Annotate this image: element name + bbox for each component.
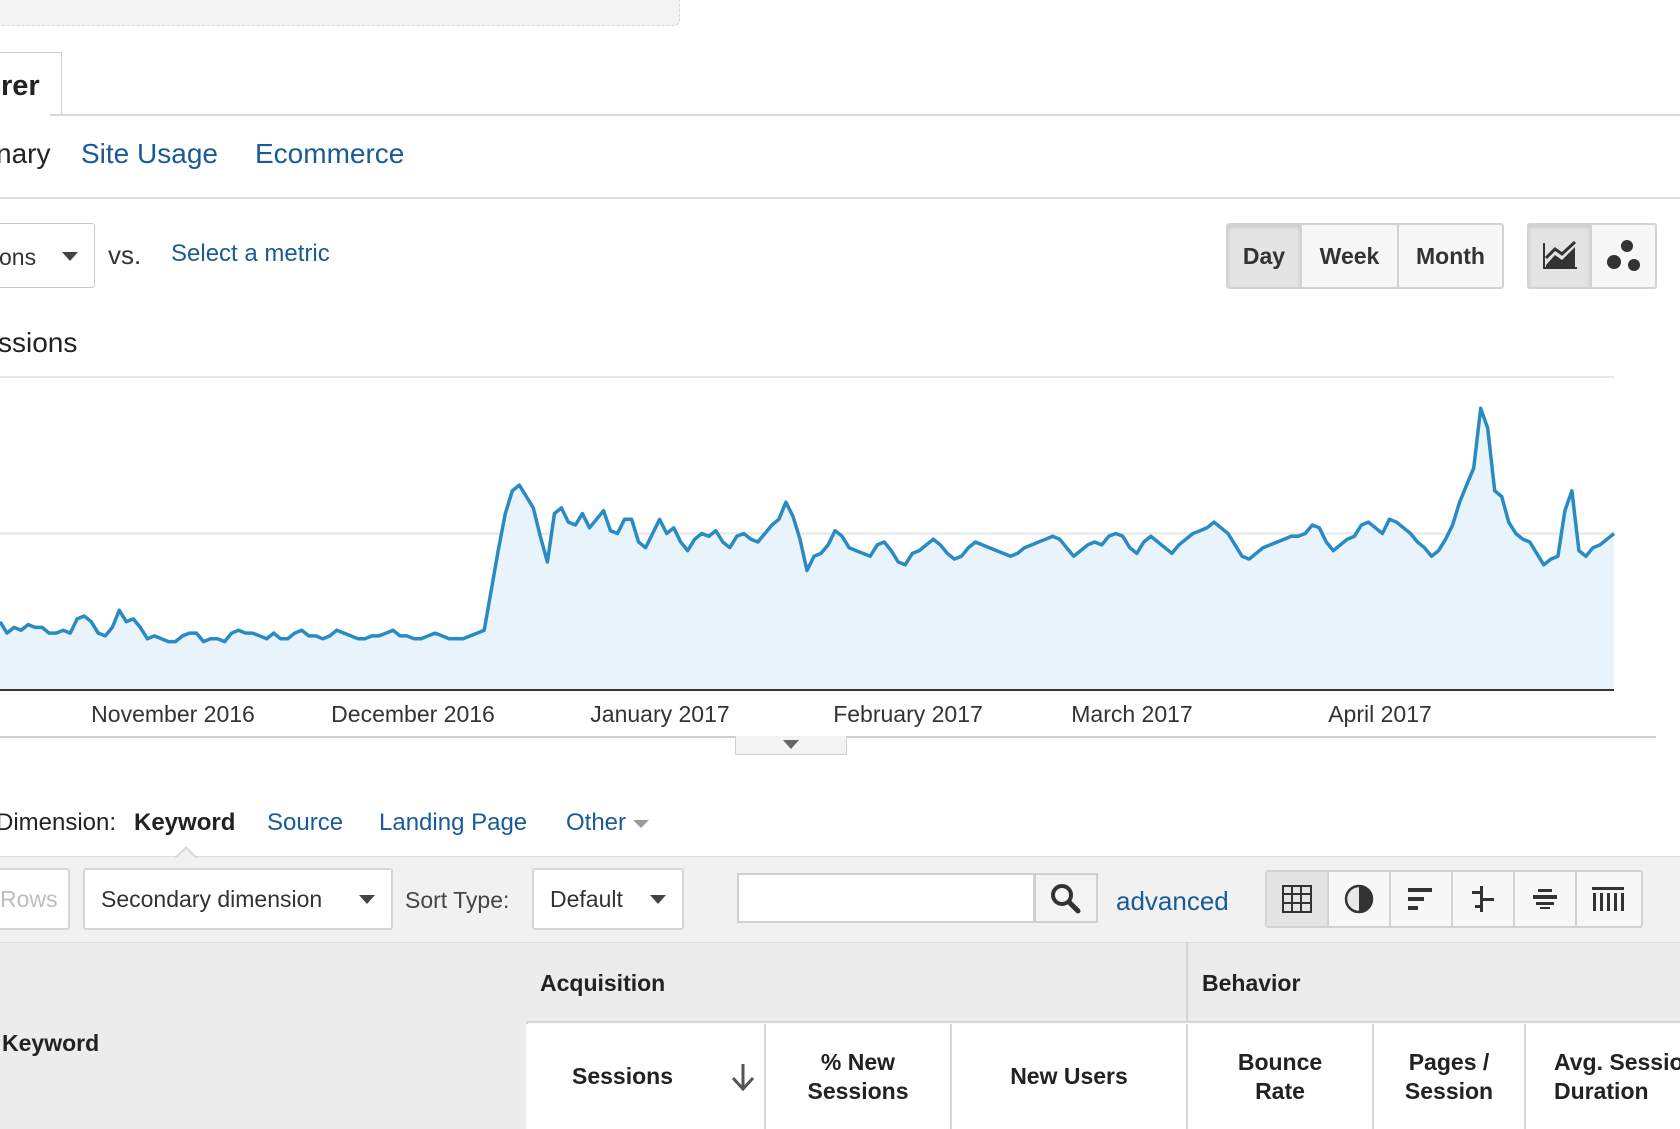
dimension-other[interactable]: Other	[566, 809, 649, 837]
pivot-view-icon	[1592, 887, 1624, 911]
advanced-filter-link[interactable]: advanced	[1116, 886, 1229, 916]
behavior-group-header: Behavior	[1188, 943, 1680, 1023]
comparison-view-icon	[1472, 886, 1494, 912]
day-button[interactable]: Day	[1228, 225, 1302, 287]
sessions-column-label: Sessions	[572, 1063, 673, 1089]
keyword-header-cell	[0, 943, 528, 1129]
metric-dropdown-value: ons	[0, 244, 37, 270]
chevron-down-icon	[650, 895, 666, 904]
motion-chart-icon	[1606, 240, 1640, 271]
subtab-divider	[0, 197, 1680, 199]
sessions-column-header[interactable]: Sessions	[526, 1024, 766, 1129]
tab-divider	[50, 114, 1680, 116]
tab-label: rer	[1, 70, 40, 102]
sessions-line	[0, 406, 1616, 644]
pie-view-button[interactable]	[1329, 872, 1391, 926]
sessions-chart: November 2016 December 2016 January 2017 Fe…	[0, 376, 1616, 727]
acquisition-group-header: Acquisition	[526, 943, 1188, 1023]
week-button[interactable]: Week	[1302, 225, 1399, 287]
select-metric-link[interactable]: Select a metric	[171, 240, 330, 267]
sessions-area	[0, 408, 1614, 690]
performance-view-button[interactable]	[1391, 872, 1453, 926]
sort-descending-icon[interactable]	[730, 1062, 756, 1092]
subtab-site-usage[interactable]: Site Usage	[81, 138, 218, 169]
chevron-down-icon	[62, 252, 78, 261]
pivot-view-button[interactable]	[1577, 872, 1639, 926]
dimension-keyword[interactable]: Keyword	[134, 809, 236, 836]
dimension-source[interactable]: Source	[267, 809, 344, 836]
new-sessions-column-header[interactable]: % New Sessions	[766, 1024, 952, 1129]
subtab-summary[interactable]: nary	[0, 138, 51, 169]
secondary-dimension-dropdown[interactable]: Secondary dimension	[83, 868, 393, 930]
avg-session-duration-column-header[interactable]: Avg. Session Duration	[1526, 1024, 1680, 1129]
bounce-rate-column-header[interactable]: Bounce Rate	[1188, 1024, 1374, 1129]
line-chart-icon	[1542, 240, 1577, 269]
vs-label: vs.	[108, 240, 142, 270]
search-icon	[1051, 884, 1081, 914]
pie-view-icon	[1344, 884, 1374, 914]
x-tick-label: February 2017	[833, 701, 983, 727]
primary-dimension-label: Dimension:	[0, 809, 117, 836]
dimension-other-label: Other	[566, 809, 627, 836]
x-tick-label: December 2016	[331, 701, 495, 727]
metric-dropdown[interactable]: ons	[0, 223, 95, 288]
tab-explorer[interactable]: rer	[0, 52, 62, 115]
x-tick-label: April 2017	[1328, 701, 1432, 727]
chevron-down-icon	[632, 819, 649, 828]
motion-chart-button[interactable]	[1592, 225, 1655, 287]
avg-session-duration-label: Avg. Session Duration	[1554, 1048, 1680, 1104]
comparison-view-button[interactable]	[1453, 872, 1515, 926]
subtab-ecommerce[interactable]: Ecommerce	[255, 138, 405, 169]
chart-type-toggle	[1527, 223, 1657, 289]
granularity-toggle: Day Week Month	[1226, 223, 1504, 289]
sort-type-dropdown[interactable]: Default	[532, 868, 684, 930]
dimension-landing-page[interactable]: Landing Page	[379, 809, 528, 836]
table-search-input[interactable]	[737, 873, 1035, 923]
line-chart-button[interactable]	[1529, 225, 1593, 287]
pages-session-column-header[interactable]: Pages / Session	[1374, 1024, 1526, 1129]
chart-title: ssions	[0, 327, 78, 358]
search-box-remnant[interactable]	[0, 0, 680, 26]
table-view-icon	[1282, 885, 1312, 913]
term-cloud-view-icon	[1533, 889, 1557, 909]
secondary-dimension-label: Secondary dimension	[101, 886, 323, 912]
sort-type-value: Default	[550, 886, 623, 912]
new-users-column-header[interactable]: New Users	[952, 1024, 1188, 1129]
x-tick-label: January 2017	[590, 701, 729, 727]
performance-view-icon	[1408, 888, 1432, 910]
plot-rows-button[interactable]: Rows	[0, 868, 70, 930]
x-tick-label: March 2017	[1071, 701, 1192, 727]
chevron-down-icon	[783, 740, 799, 749]
keyword-column-header[interactable]: Keyword	[2, 1030, 100, 1056]
search-button[interactable]	[1034, 873, 1098, 923]
active-dimension-pointer-fill	[177, 849, 195, 858]
x-tick-label: November 2016	[91, 701, 255, 727]
table-view-button[interactable]	[1267, 872, 1329, 926]
table-view-toggle	[1265, 870, 1643, 928]
term-cloud-view-button[interactable]	[1515, 872, 1577, 926]
month-button[interactable]: Month	[1416, 242, 1485, 269]
chart-collapse-toggle[interactable]	[735, 736, 847, 755]
chevron-down-icon	[359, 895, 375, 904]
sort-type-label: Sort Type:	[405, 887, 510, 913]
